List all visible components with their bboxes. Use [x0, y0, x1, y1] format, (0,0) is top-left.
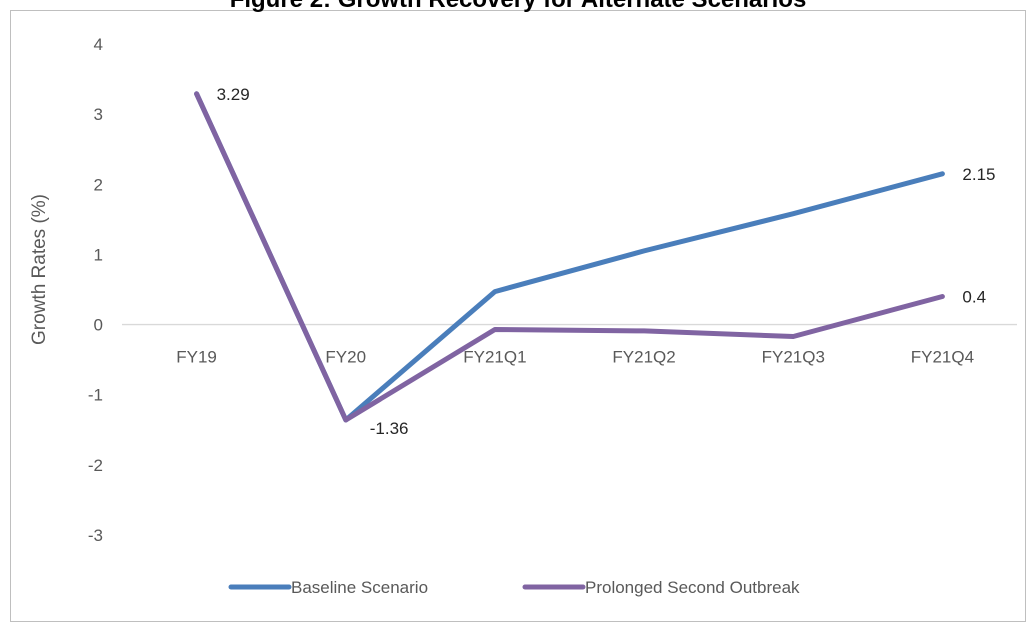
y-tick-label: 1	[94, 245, 103, 264]
chart-title: Figure 2: Growth Recovery for Alternate …	[0, 0, 1036, 14]
x-tick-label: FY20	[325, 348, 366, 367]
data-label: 0.4	[962, 288, 986, 307]
y-tick-label: 3	[94, 105, 103, 124]
data-label: 3.29	[217, 85, 250, 104]
series-line-1	[194, 91, 945, 423]
data-labels: 3.29 -1.36 2.15 0.4	[217, 85, 996, 438]
x-tick-label: FY19	[176, 348, 217, 367]
x-tick-label: FY21Q3	[762, 348, 825, 367]
data-label: -1.36	[370, 419, 409, 438]
y-tick-label: -2	[88, 456, 103, 475]
y-axis-title-group: Growth Rates (%)	[29, 194, 50, 345]
series-lines	[194, 91, 945, 423]
x-tick-label: FY21Q2	[612, 348, 675, 367]
y-tick-label: 4	[94, 35, 103, 54]
y-tick-label: 2	[94, 175, 103, 194]
y-tick-label: -1	[88, 386, 103, 405]
y-axis-title: Growth Rates (%)	[29, 194, 50, 345]
y-tick-label: 0	[94, 316, 103, 335]
chart-frame	[10, 10, 1026, 622]
legend-label-2: Prolonged Second Outbreak	[585, 578, 800, 597]
x-tick-label: FY21Q4	[911, 348, 974, 367]
legend: Baseline Scenario Prolonged Second Outbre…	[228, 578, 800, 597]
x-tick-label: FY21Q1	[463, 348, 526, 367]
legend-label-1: Baseline Scenario	[291, 578, 428, 597]
series-line-2	[194, 91, 945, 423]
y-tick-label: -3	[88, 526, 103, 545]
data-label: 2.15	[962, 165, 995, 184]
tick-labels: 4 3 2 1 0 -1 -2 -3 FY19 FY20 FY21Q1 FY21Q2 FY21Q3 FY2…	[88, 35, 974, 545]
